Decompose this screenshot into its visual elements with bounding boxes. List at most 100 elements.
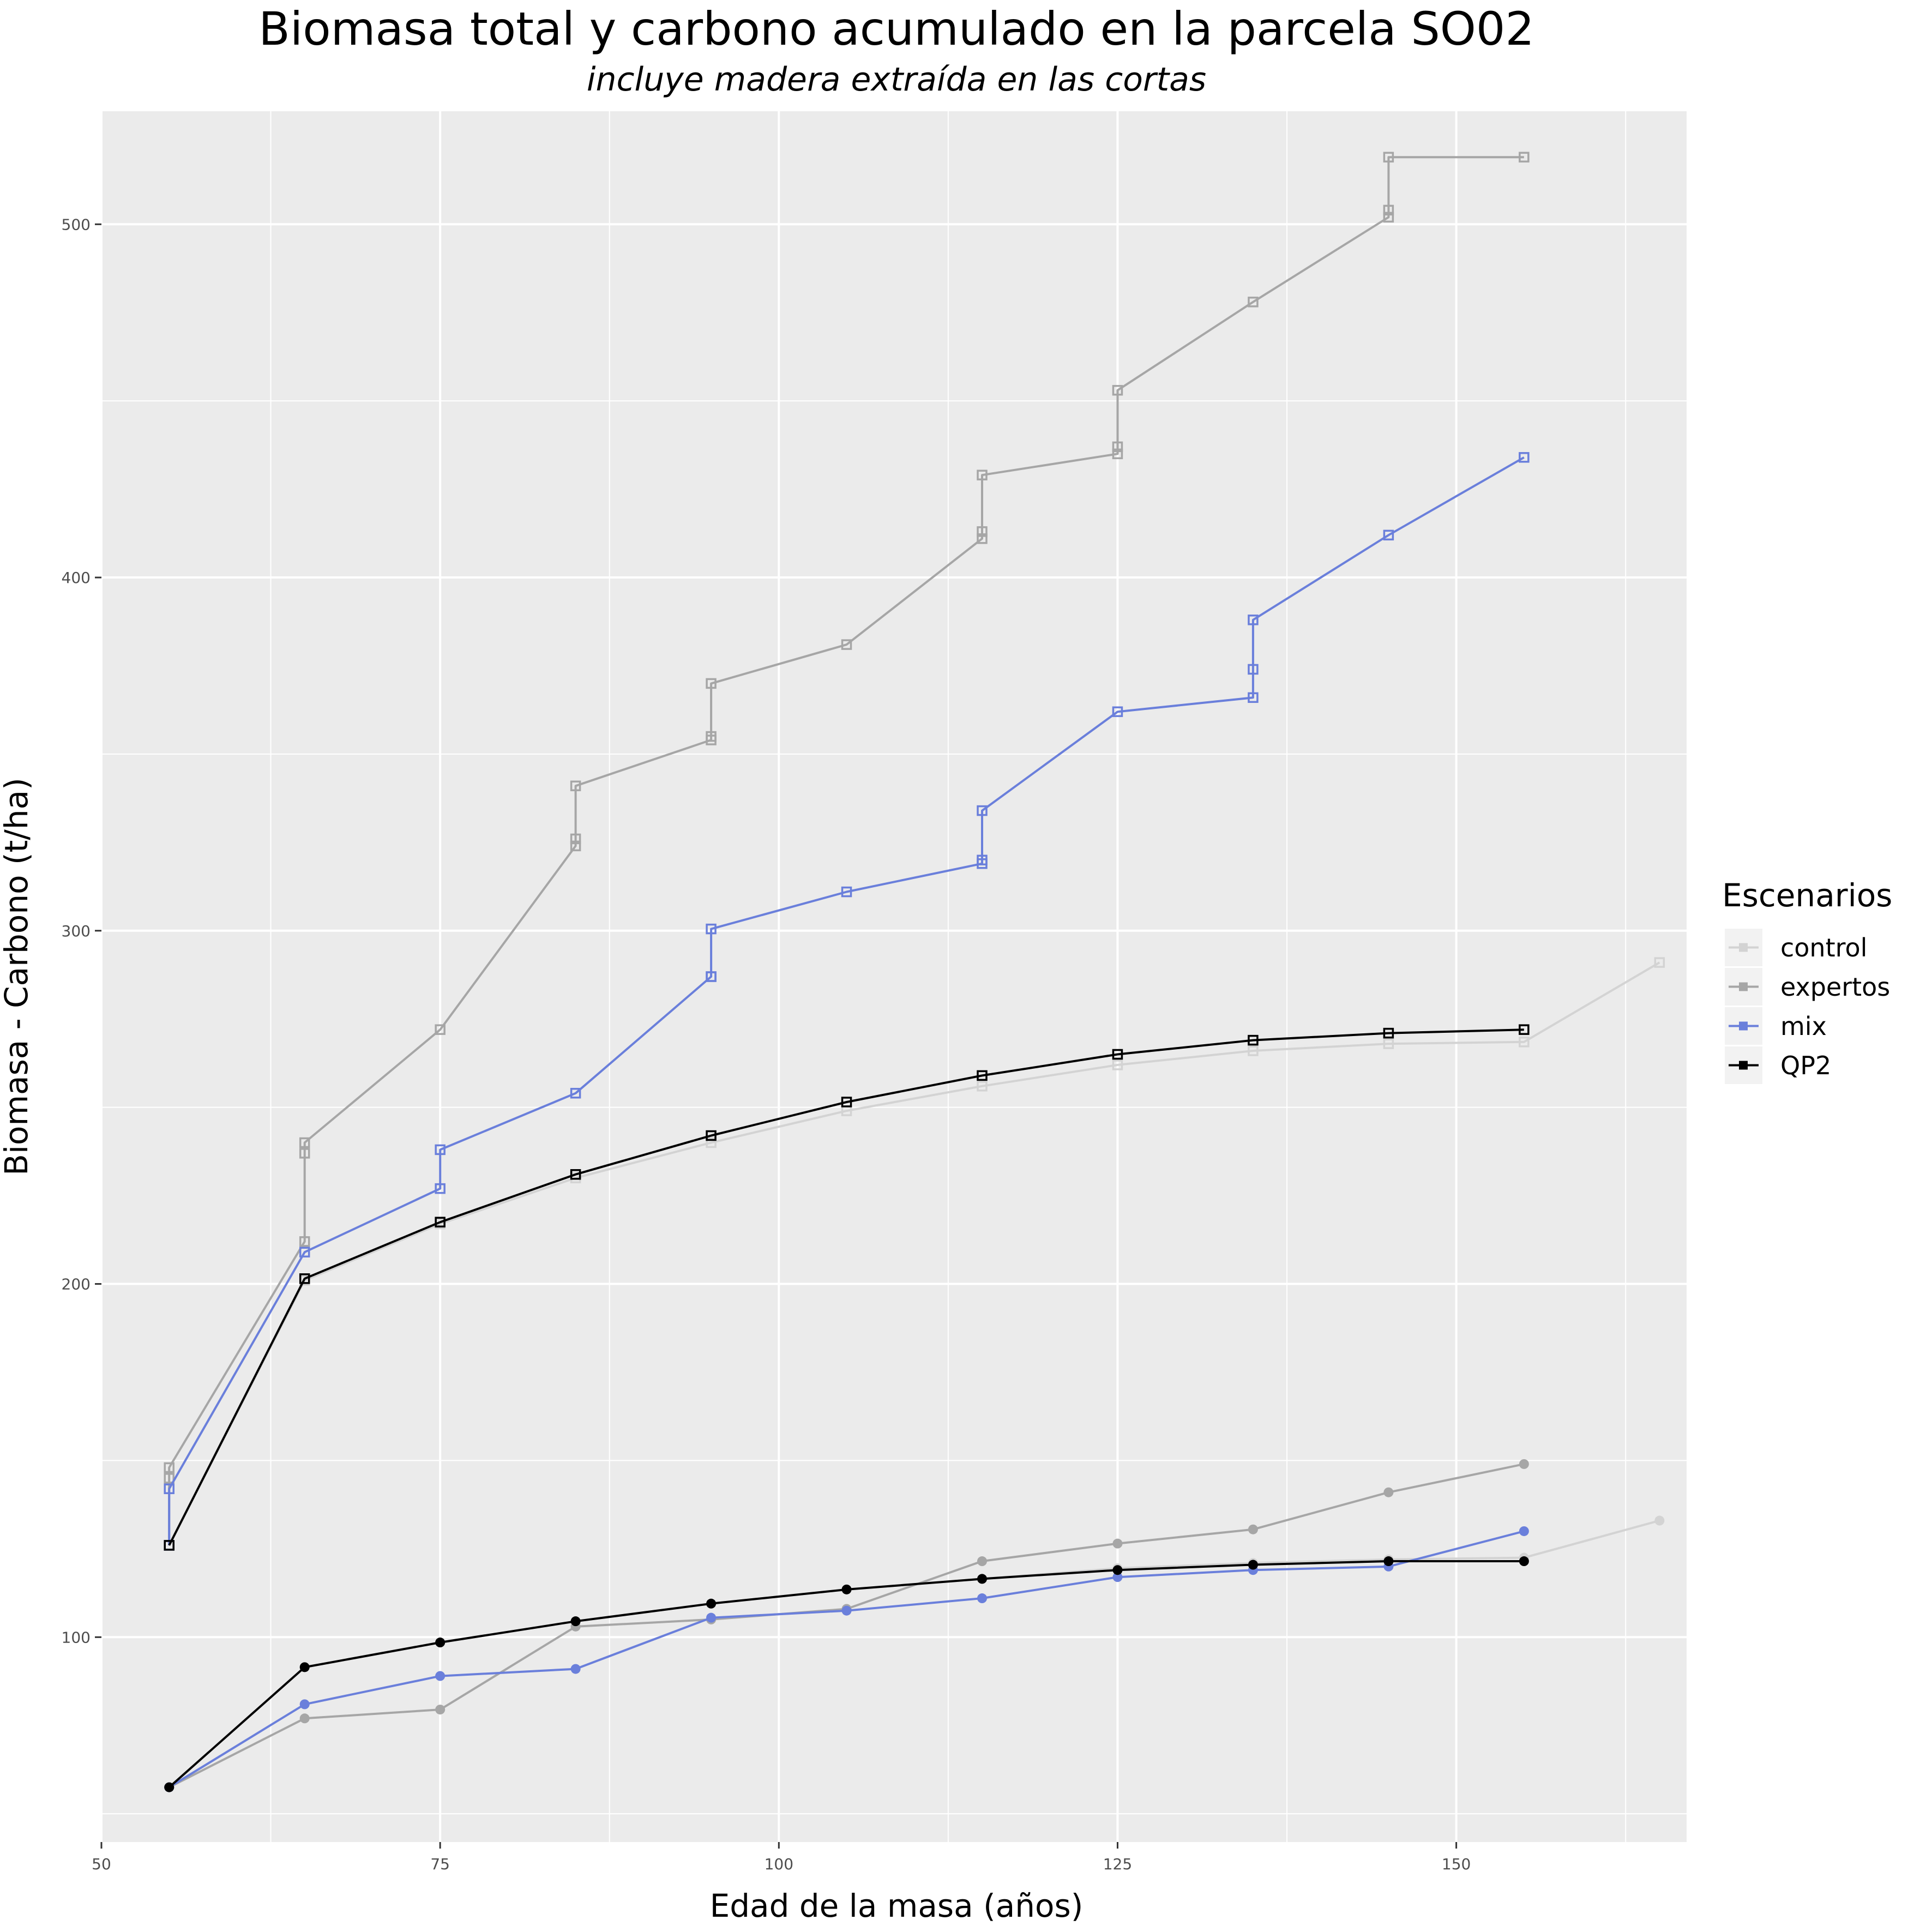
point-expertos-carbono-6	[977, 1556, 987, 1567]
point-mix-biomasa-17	[1383, 529, 1394, 541]
point-expertos-carbono-1	[299, 1713, 310, 1724]
point-expertos-biomasa-15	[977, 526, 988, 537]
point-expertos-biomasa-11	[706, 731, 717, 742]
point-QP2-biomasa-7	[1112, 1049, 1123, 1060]
y-tick-label-4: 500	[62, 215, 91, 233]
legend-label-control: control	[1780, 933, 1867, 962]
point-expertos-biomasa-20	[1248, 297, 1259, 308]
point-expertos-carbono-9	[1383, 1487, 1394, 1497]
point-expertos-biomasa-9	[570, 780, 581, 791]
point-expertos-biomasa-4	[299, 1148, 310, 1159]
point-mix-biomasa-9	[841, 886, 852, 898]
x-tick-label-2: 100	[765, 1855, 793, 1873]
point-QP2-carbono-1	[299, 1662, 310, 1672]
point-QP2-carbono-9	[1383, 1556, 1394, 1567]
point-QP2-carbono-6	[977, 1574, 987, 1584]
point-mix-biomasa-15	[1248, 664, 1259, 675]
point-mix-biomasa-2	[299, 1247, 310, 1257]
legend-item-expertos: expertos	[1725, 968, 1890, 1006]
point-control-biomasa-9	[1383, 1038, 1394, 1049]
point-control-biomasa-4	[706, 1137, 717, 1148]
point-mix-biomasa-4	[435, 1144, 446, 1155]
legend-item-mix: mix	[1725, 1007, 1827, 1045]
y-tick-label-0: 100	[62, 1628, 91, 1646]
legend-marker-mix	[1739, 1021, 1748, 1031]
point-expertos-carbono-8	[1248, 1524, 1258, 1534]
point-expertos-biomasa-7	[570, 840, 581, 852]
legend-items: control expertos mix QP2	[1725, 929, 1890, 1084]
point-QP2-biomasa-0	[164, 1540, 174, 1551]
y-axis: 100 200 300 400 500	[62, 215, 101, 1646]
point-mix-biomasa-8	[706, 923, 717, 935]
legend-label-expertos: expertos	[1780, 972, 1890, 1002]
point-QP2-carbono-0	[164, 1782, 174, 1792]
x-tick-label-0: 50	[92, 1855, 111, 1873]
point-QP2-biomasa-6	[977, 1070, 988, 1081]
point-expertos-biomasa-19	[1112, 384, 1123, 396]
point-mix-biomasa-5	[570, 1088, 581, 1099]
point-mix-carbono-7	[1112, 1572, 1123, 1582]
point-mix-carbono-3	[570, 1664, 581, 1674]
point-expertos-biomasa-17	[1112, 448, 1123, 460]
x-axis-title: Edad de la masa (años)	[710, 1887, 1084, 1924]
y-tick-label-1: 200	[62, 1275, 91, 1293]
point-QP2-carbono-8	[1248, 1560, 1258, 1570]
point-mix-biomasa-1	[164, 1483, 174, 1494]
chart-title: Biomasa total y carbono acumulado en la …	[258, 2, 1534, 56]
point-QP2-carbono-5	[841, 1584, 852, 1594]
point-mix-biomasa-11	[977, 854, 988, 865]
point-mix-carbono-1	[299, 1699, 310, 1710]
point-expertos-biomasa-23	[1383, 152, 1394, 162]
point-mix-biomasa-13	[1112, 706, 1123, 717]
point-mix-biomasa-7	[706, 971, 717, 982]
series-line-expertos-biomasa	[168, 156, 1524, 1545]
y-axis-title: Biomasa - Carbono (t/ha)	[0, 778, 35, 1176]
point-QP2-biomasa-2	[435, 1217, 446, 1227]
point-mix-carbono-6	[977, 1593, 987, 1604]
legend-marker-expertos	[1739, 982, 1748, 991]
x-tick-label-3: 125	[1103, 1855, 1132, 1873]
point-control-biomasa-6	[977, 1081, 988, 1092]
point-QP2-biomasa-1	[299, 1273, 310, 1284]
point-expertos-biomasa-8	[570, 833, 581, 845]
point-QP2-carbono-2	[435, 1638, 446, 1648]
point-mix-carbono-2	[435, 1671, 446, 1681]
plot-panel	[101, 111, 1687, 1842]
series-QP2-biomasa	[164, 1024, 1530, 1551]
series-line-QP2-biomasa	[168, 1028, 1524, 1546]
point-control-biomasa-7	[1112, 1060, 1123, 1070]
point-expertos-biomasa-24	[1519, 152, 1530, 162]
legend-item-QP2: QP2	[1725, 1046, 1831, 1084]
point-mix-carbono-5	[841, 1605, 852, 1616]
y-tick-label-2: 300	[62, 922, 91, 940]
legend: Escenarios control expertos mix QP2	[1722, 877, 1892, 1084]
point-control-carbono-11	[1654, 1515, 1665, 1526]
legend-marker-control	[1739, 943, 1748, 952]
minor-gridlines	[101, 111, 1687, 1842]
series-QP2-carbono	[164, 1556, 1529, 1792]
point-QP2-biomasa-3	[570, 1169, 581, 1180]
point-expertos-biomasa-14	[977, 533, 988, 544]
point-mix-biomasa-18	[1519, 452, 1530, 463]
point-control-biomasa-11	[1654, 957, 1665, 968]
legend-item-control: control	[1725, 929, 1867, 966]
point-expertos-biomasa-12	[706, 678, 717, 689]
point-expertos-biomasa-21	[1383, 212, 1394, 223]
point-mix-biomasa-16	[1248, 615, 1259, 625]
point-QP2-carbono-3	[570, 1616, 581, 1627]
point-expertos-carbono-2	[435, 1705, 446, 1715]
legend-title: Escenarios	[1722, 877, 1892, 914]
point-QP2-biomasa-5	[841, 1097, 852, 1108]
legend-label-mix: mix	[1780, 1012, 1827, 1041]
point-mix-carbono-4	[706, 1612, 717, 1623]
point-expertos-biomasa-2	[164, 1462, 174, 1473]
point-mix-biomasa-3	[435, 1183, 446, 1194]
point-mix-biomasa-14	[1248, 692, 1259, 703]
point-control-biomasa-10	[1519, 1037, 1530, 1048]
x-tick-label-4: 150	[1442, 1855, 1471, 1873]
series-layer	[164, 152, 1665, 1792]
point-expertos-carbono-10	[1519, 1459, 1529, 1469]
point-QP2-carbono-7	[1112, 1565, 1123, 1575]
point-expertos-biomasa-13	[841, 639, 852, 650]
